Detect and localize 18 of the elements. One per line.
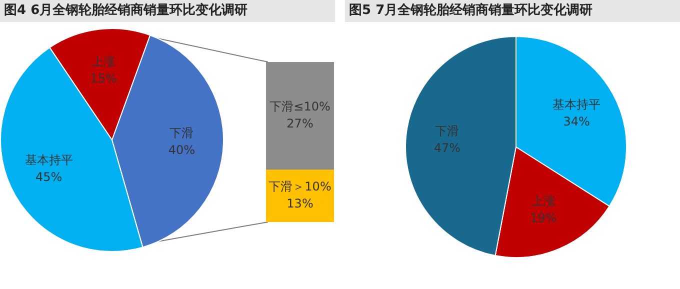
data-label: 13% — [286, 196, 314, 211]
series-label: 下滑≤10% — [270, 100, 330, 114]
chart-title: 图4 6月全钢轮胎经销商销量环比变化调研 — [0, 0, 335, 22]
data-label: 40% — [168, 143, 195, 158]
slice-label: 上涨 — [92, 54, 116, 68]
data-label: 27% — [286, 116, 314, 131]
data-label: 19% — [530, 211, 557, 226]
slice-label: 下滑 — [435, 124, 460, 138]
data-label: 34% — [563, 114, 590, 128]
slice-label: 基本持平 — [552, 97, 601, 112]
data-label: 47% — [434, 141, 461, 156]
series-label: 下滑＞10% — [268, 180, 332, 194]
chart-title: 图5 7月全钢轮胎经销商销量环比变化调研 — [345, 0, 680, 22]
slice-label: 基本持平 — [24, 153, 73, 168]
slice-label: 上涨 — [531, 194, 556, 208]
data-label: 15% — [90, 71, 117, 86]
data-label: 45% — [36, 170, 62, 184]
slice-label: 下滑 — [170, 126, 194, 140]
